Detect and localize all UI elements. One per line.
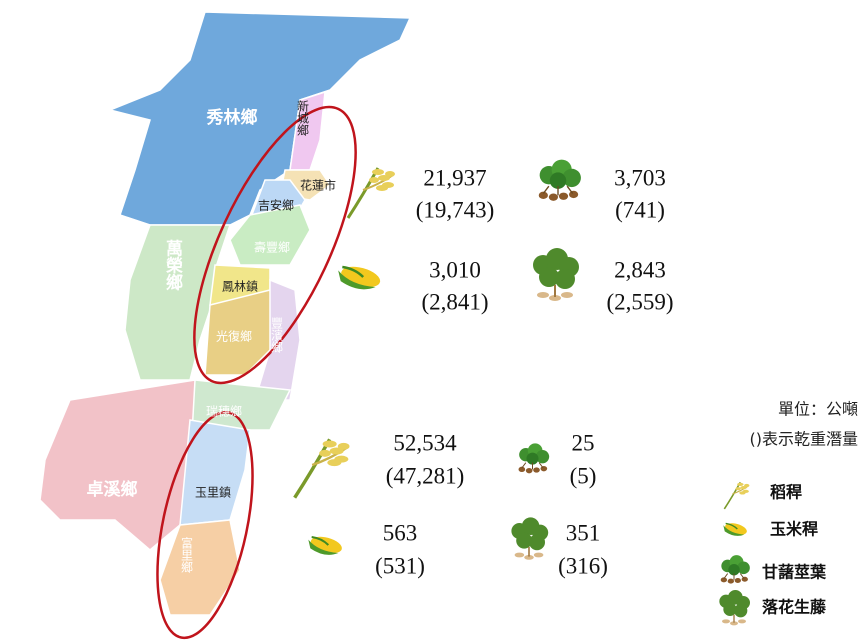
stat-dry-value: (19,743) [416,197,495,222]
corn-icon [336,261,384,293]
region-label: 富里鄉 [180,536,194,573]
dry-note: ()表示乾重潛量 [750,430,859,449]
stat-value: 52,534 [393,430,457,455]
region-label: 新城鄉 [296,99,310,136]
stat-dry-value: (47,281) [386,463,465,488]
region-shape [107,11,412,226]
legend-icon [723,481,751,510]
region-shape [159,519,241,616]
peanut-icon [532,247,580,302]
stat-dry-value: (316) [558,553,608,578]
region-label: 瑞穗鄉 [206,405,242,419]
legend-label: 落花生藤 [762,598,827,617]
rice-icon [292,437,352,500]
legend-icon [722,520,749,538]
stat-dry-value: (2,841) [421,289,488,314]
legend-label: 稻稈 [770,483,802,502]
region-label: 豐濱鄉 [270,317,284,353]
unit-note: 單位：公噸 [778,400,858,419]
region-label: 花蓮市 [300,178,336,193]
region-label: 光復鄉 [216,329,252,344]
legend-label: 甘藷莖葉 [762,563,827,582]
region-shape [179,419,251,526]
stat-dry-value: (2,559) [606,289,673,314]
region-label: 吉安鄉 [258,198,294,213]
region-label: 秀林鄉 [206,107,258,128]
region-label: 鳳林鎮 [222,279,258,294]
stat-value: 563 [383,520,418,545]
region-shape [204,289,276,376]
region-shape [229,204,311,266]
corn-icon [307,532,345,558]
legend-icon [720,554,751,585]
region-shape [253,278,301,401]
stat-dry-value: (531) [375,553,425,578]
legend-icon [718,589,751,627]
region-shape [124,224,232,381]
region-label: 壽豐鄉 [254,240,290,255]
stat-value: 3,010 [429,257,481,282]
map-shapes [39,11,412,616]
highlight-ellipse [193,105,357,385]
legend-label: 玉米稈 [770,520,818,539]
stat-dry-value: (5) [570,463,597,488]
stat-value: 3,703 [614,165,666,190]
stat-dry-value: (741) [615,197,665,222]
stat-value: 25 [572,430,595,455]
sweet-potato-icon [517,442,550,474]
stat-value: 351 [566,520,601,545]
highlight-ellipse [156,410,254,640]
region-shape [39,379,196,551]
peanut-icon [510,516,550,561]
region-label: 萬榮鄉 [162,238,183,291]
stat-value: 2,843 [614,257,666,282]
region-shape [289,90,326,171]
stats: 21,937 (19,743) 3,703 (741) 3,010 (2,841) 2,84… [375,165,673,578]
sweet-potato-icon [538,158,582,202]
region-label: 卓溪鄉 [87,479,138,500]
region-label: 玉里鎮 [195,485,231,500]
stat-value: 21,937 [423,165,486,190]
